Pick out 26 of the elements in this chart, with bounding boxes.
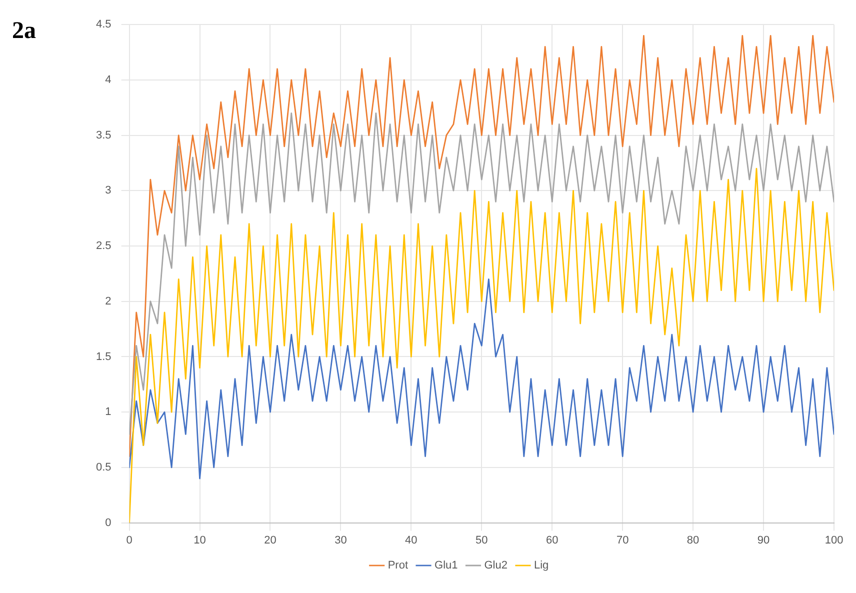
x-tick-label: 40 bbox=[405, 534, 418, 546]
x-tick-label: 30 bbox=[334, 534, 347, 546]
x-tick-label: 0 bbox=[126, 534, 132, 546]
y-tick-label: 2.5 bbox=[96, 240, 112, 252]
y-tick-label: 3 bbox=[105, 184, 112, 197]
y-tick-label: 4.5 bbox=[96, 18, 112, 31]
legend-label: Glu1 bbox=[434, 560, 458, 572]
x-tick-label: 50 bbox=[476, 534, 488, 546]
y-tick-label: 4 bbox=[105, 74, 112, 86]
y-tick-label: 3.5 bbox=[96, 129, 112, 142]
legend-label: Lig bbox=[534, 560, 549, 572]
x-tick-label: 60 bbox=[546, 534, 558, 546]
x-tick-label: 70 bbox=[616, 534, 629, 546]
y-tick-label: 0.5 bbox=[96, 461, 112, 474]
y-tick-label: 1 bbox=[105, 406, 112, 418]
x-tick-label: 100 bbox=[824, 534, 844, 546]
y-tick-label: 2 bbox=[105, 295, 112, 308]
x-tick-label: 10 bbox=[194, 534, 206, 546]
x-tick-label: 80 bbox=[686, 534, 700, 546]
x-tick-label: 90 bbox=[757, 534, 770, 546]
text: 2a bbox=[12, 18, 36, 45]
y-tick-label: 0 bbox=[105, 516, 112, 529]
legend-label: Prot bbox=[388, 560, 408, 572]
x-tick-label: 20 bbox=[264, 534, 276, 546]
legend-label: Glu2 bbox=[484, 560, 508, 572]
y-tick-label: 1.5 bbox=[96, 350, 112, 363]
